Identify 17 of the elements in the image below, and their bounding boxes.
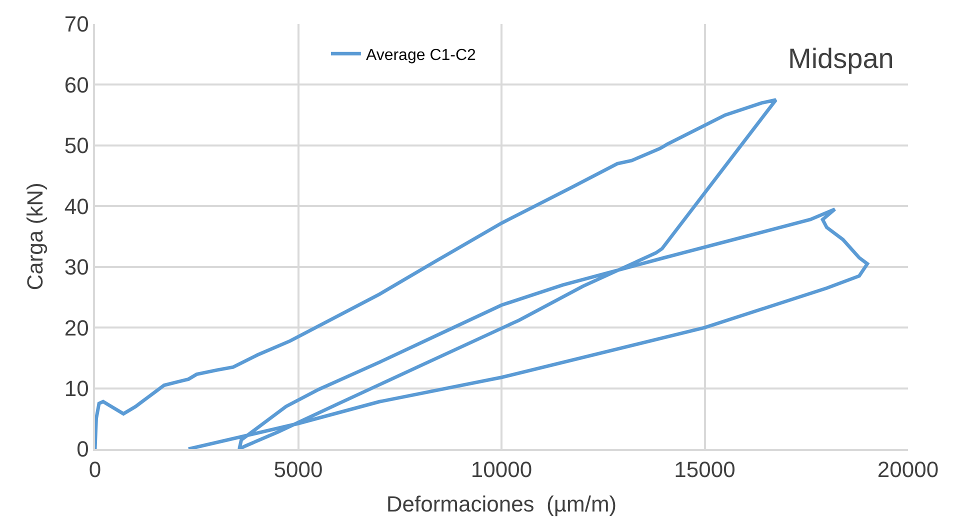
x-tick-label: 10000 xyxy=(470,457,532,482)
legend-label: Average C1-C2 xyxy=(366,46,476,64)
y-axis-title: Carga (kN) xyxy=(22,182,48,290)
x-tick-label: 15000 xyxy=(674,457,736,482)
line-series xyxy=(95,98,870,449)
y-tick-label: 40 xyxy=(64,194,89,219)
y-tick-label: 20 xyxy=(64,315,89,340)
y-tick-label: 30 xyxy=(64,254,89,280)
y-tick-label: 60 xyxy=(64,72,89,98)
x-tick-label: 20000 xyxy=(877,457,939,482)
x-tick-label: 5000 xyxy=(274,457,323,482)
annotation: Midspan xyxy=(788,43,894,74)
y-tick-label: 50 xyxy=(64,133,89,158)
y-tick-label: 70 xyxy=(64,12,89,37)
x-axis-title: Deformaciones (µm/m) xyxy=(386,492,617,517)
y-tick-label: 10 xyxy=(64,376,89,401)
y-tick-label: 0 xyxy=(76,436,89,462)
